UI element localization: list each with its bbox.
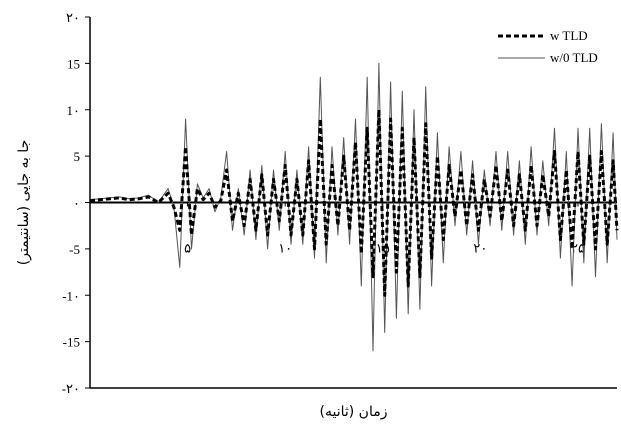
x-tick-label: ۵ [184,241,191,256]
y-tick-label: 1۰ [67,103,80,118]
y-tick-label: ۲۰ [66,10,80,25]
y-tick-label: 15 [67,56,80,71]
x-tick-label: ۲۵ [571,241,585,256]
series-group [89,62,619,352]
y-tick-label: -5 [69,242,80,257]
y-tick-label: 5 [74,149,81,164]
y-axis-title: جا به جایی (سانتیمتر) [16,140,32,265]
series-line-w-tld [89,108,619,297]
legend-label: w TLD [550,28,588,43]
y-tick-label: -15 [63,335,80,350]
y-tick-label: -1۰ [62,288,80,303]
y-tick-label: ۰ [73,196,80,211]
x-tick-label: ۱۰ [278,241,292,256]
y-tick-label: -۲۰ [62,381,80,396]
legend-label: w/0 TLD [550,50,598,65]
x-axis-title: زمان (ثانیه) [320,404,388,420]
x-tick-label: ۲۰ [473,241,487,256]
legend: w TLD w/0 TLD [498,28,598,65]
